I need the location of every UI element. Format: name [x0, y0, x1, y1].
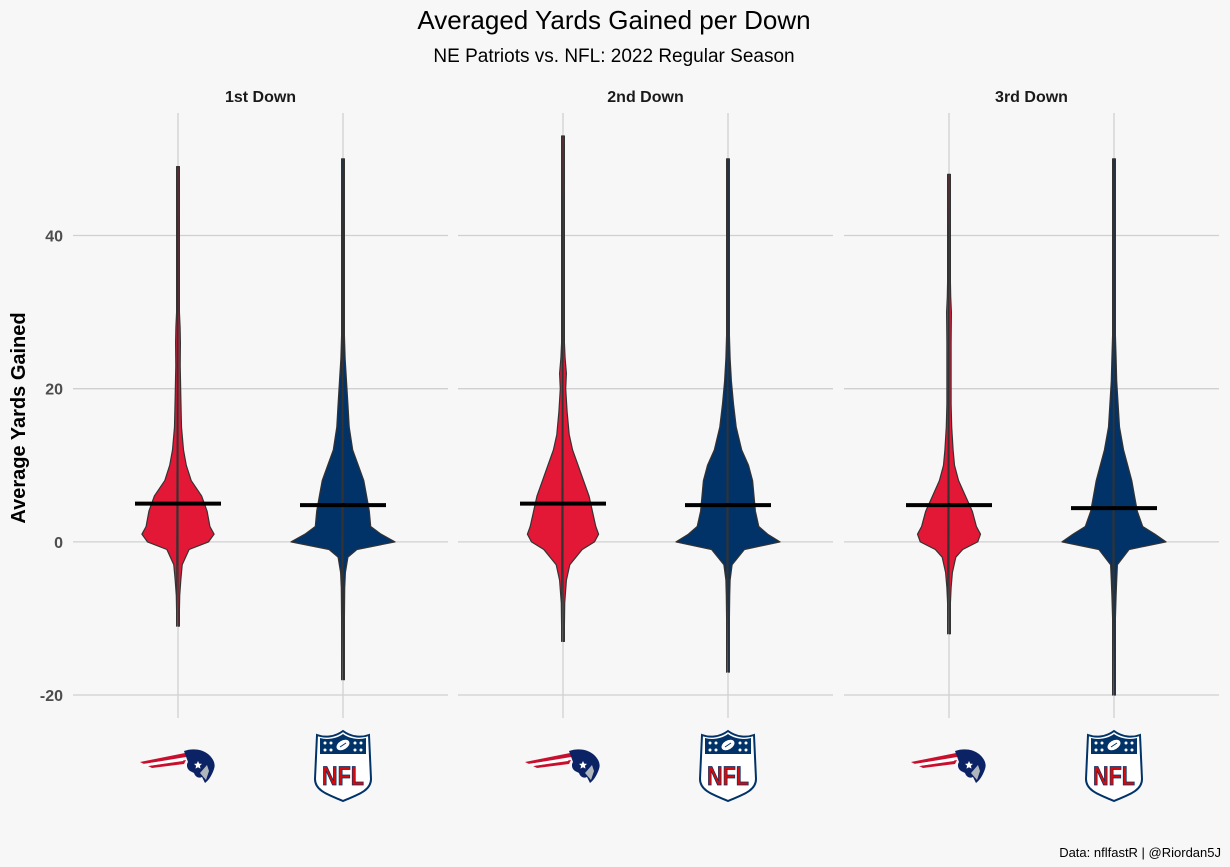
facet-panel: 3rd Down [844, 89, 1219, 718]
y-tick-label: 20 [45, 382, 63, 399]
violin-ne [526, 135, 600, 643]
violin-nfl [1061, 158, 1167, 696]
chart-subtitle: NE Patriots vs. NFL: 2022 Regular Season [433, 46, 794, 67]
facet-panels: 1st Down 2nd Down 3rd Down [73, 89, 1219, 718]
patriots-logo-icon [525, 749, 600, 783]
y-tick-label: 0 [54, 535, 63, 552]
nfl-shield-text: NFL [1093, 761, 1135, 791]
y-axis-label: Average Yards Gained [8, 312, 30, 523]
violin-ne [916, 173, 982, 635]
facet-strip-label: 3rd Down [995, 89, 1068, 106]
nfl-shield-logo-icon: NFL [313, 729, 373, 803]
patriots-logo-icon [911, 749, 986, 783]
y-axis-ticks: -20 0 20 40 [40, 229, 63, 705]
violin-nfl [675, 158, 781, 673]
facet-panel: 1st Down [73, 89, 448, 718]
facet-strip-label: 2nd Down [607, 89, 683, 106]
nfl-shield-logo-icon: NFL [698, 729, 758, 803]
nfl-shield-logo-icon: NFL [1084, 729, 1144, 803]
x-axis-logos: NFL NFL NFL [140, 729, 1144, 803]
facet-strip-label: 1st Down [225, 89, 296, 106]
nfl-shield-text: NFL [707, 761, 749, 791]
patriots-logo-icon [140, 749, 215, 783]
y-tick-label: -20 [40, 688, 63, 705]
violin-ne [141, 166, 215, 627]
chart-caption: Data: nflfastR | @Riordan5J [1059, 845, 1221, 860]
facet-panel: 2nd Down [458, 89, 833, 718]
chart-title: Averaged Yards Gained per Down [417, 5, 810, 35]
violin-nfl [290, 158, 396, 681]
nfl-shield-text: NFL [322, 761, 364, 791]
y-tick-label: 40 [45, 229, 63, 246]
